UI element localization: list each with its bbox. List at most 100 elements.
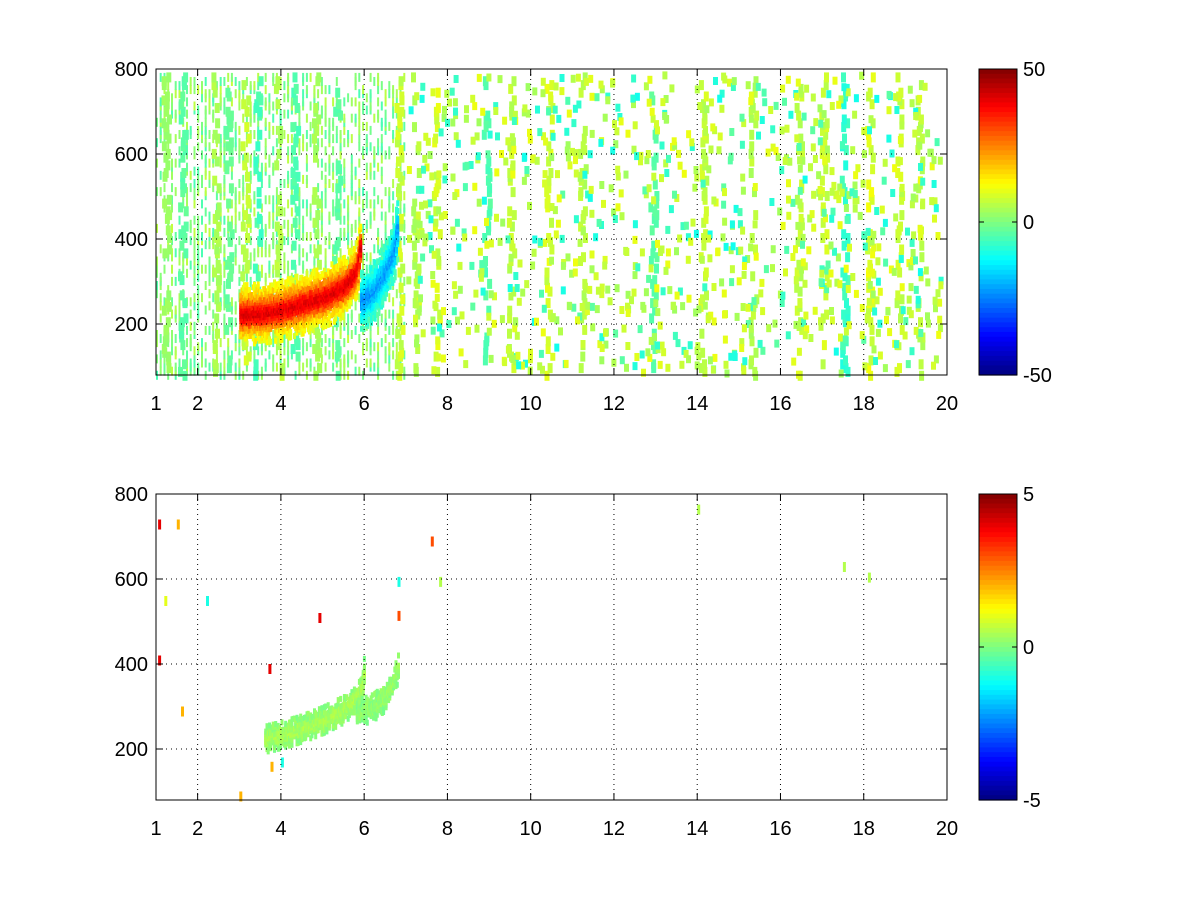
heatmap-cell — [225, 106, 231, 117]
heatmap-cell — [264, 195, 267, 205]
heatmap-cell — [369, 125, 372, 135]
heatmap-cell — [242, 264, 245, 274]
heatmap-cell — [354, 366, 357, 376]
heatmap-cell — [159, 293, 162, 303]
heatmap-cell — [274, 259, 280, 270]
heatmap-cell — [354, 191, 357, 201]
heatmap-cell — [507, 206, 513, 217]
heatmap-cell — [867, 259, 873, 270]
heatmap-cell — [253, 130, 256, 139]
heatmap-cell — [399, 106, 405, 117]
heatmap-cell — [264, 97, 267, 107]
heatmap-cell — [898, 221, 903, 232]
heatmap-cell — [602, 255, 608, 264]
heatmap-cell — [208, 227, 211, 237]
heatmap-cell — [253, 366, 259, 377]
heatmap-cell — [255, 141, 261, 152]
heatmap-cell — [388, 146, 391, 156]
heatmap-cell — [193, 301, 196, 311]
heatmap-cell — [759, 278, 765, 287]
heatmap-cell — [886, 90, 892, 99]
heatmap-cell — [907, 85, 913, 94]
heatmap-cell — [580, 141, 586, 152]
heatmap-cell — [178, 366, 183, 377]
heatmap-cell — [476, 198, 482, 207]
heatmap-cell — [905, 360, 911, 369]
heatmap-cell — [339, 307, 343, 314]
heatmap-cell — [159, 244, 162, 254]
heatmap-cell — [564, 127, 570, 136]
heatmap-cell — [358, 334, 361, 343]
heatmap-cell — [818, 119, 824, 128]
heatmap-cell — [260, 162, 263, 172]
heatmap-cell — [359, 239, 363, 245]
heatmap-cell — [295, 171, 301, 182]
heatmap-cell — [717, 132, 723, 141]
heatmap-cell — [417, 220, 423, 229]
heatmap-cell — [618, 117, 624, 126]
heatmap-cell — [362, 101, 365, 111]
heatmap-cell — [314, 248, 320, 259]
heatmap-cell — [272, 338, 275, 348]
heatmap-cell — [305, 199, 308, 209]
heatmap-cell — [909, 347, 915, 356]
heatmap-cell — [638, 151, 644, 160]
heatmap-cell — [385, 290, 388, 297]
heatmap-cell — [178, 99, 184, 110]
heatmap-cell — [828, 241, 834, 250]
heatmap-cell — [546, 107, 552, 116]
heatmap-cell — [223, 366, 226, 376]
heatmap-cell — [895, 72, 901, 83]
heatmap-cell — [723, 242, 729, 251]
heatmap-cell — [166, 72, 172, 83]
heatmap-cell — [197, 215, 200, 225]
heatmap-cell — [704, 175, 710, 186]
heatmap-cell — [488, 239, 494, 248]
heatmap-cell — [485, 110, 491, 121]
heatmap-cell — [264, 146, 267, 156]
heatmap-cell — [603, 340, 609, 349]
heatmap-cell — [900, 306, 906, 315]
heatmap-cell — [365, 134, 368, 144]
heatmap-cell — [238, 191, 241, 201]
heatmap-cell — [294, 121, 297, 131]
heatmap-cell — [804, 325, 810, 334]
heatmap-cell — [702, 283, 708, 292]
heatmap-cell — [305, 142, 308, 152]
heatmap-cell — [234, 301, 237, 311]
heatmap-cell — [869, 99, 875, 110]
heatmap-cell — [208, 130, 211, 139]
heatmap-cell — [215, 191, 218, 201]
heatmap-cell — [354, 166, 357, 176]
heatmap-cell — [182, 199, 185, 209]
heatmap-cell — [257, 106, 263, 117]
heatmap-cell — [336, 347, 342, 358]
heatmap-cell — [537, 128, 543, 137]
heatmap-cell — [547, 363, 553, 374]
heatmap-cell — [208, 89, 211, 99]
heatmap-cell — [305, 154, 308, 164]
heatmap-cell — [794, 282, 800, 293]
heatmap-cell — [899, 324, 905, 335]
heatmap-cell — [786, 195, 791, 204]
heatmap-cell — [343, 338, 346, 348]
heatmap-cell — [794, 305, 800, 316]
heatmap-cell — [757, 339, 763, 348]
heatmap-cell — [159, 334, 162, 343]
heatmap-cell — [476, 118, 482, 127]
heatmap-cell — [290, 97, 293, 107]
heatmap-cell — [369, 199, 372, 209]
heatmap-cell — [888, 265, 894, 274]
heatmap-cell — [570, 74, 576, 83]
heatmap-cell — [171, 170, 173, 180]
heatmap-cell — [897, 267, 903, 278]
heatmap-cell — [388, 309, 391, 319]
heatmap-cell — [567, 161, 573, 170]
heatmap-cell — [869, 187, 875, 198]
heatmap-cell — [380, 142, 383, 152]
heatmap-cell — [341, 311, 345, 318]
heatmap-cell — [275, 187, 278, 197]
heatmap-cell — [398, 282, 404, 293]
heatmap-cell — [707, 356, 713, 365]
heatmap-cell — [601, 199, 606, 208]
